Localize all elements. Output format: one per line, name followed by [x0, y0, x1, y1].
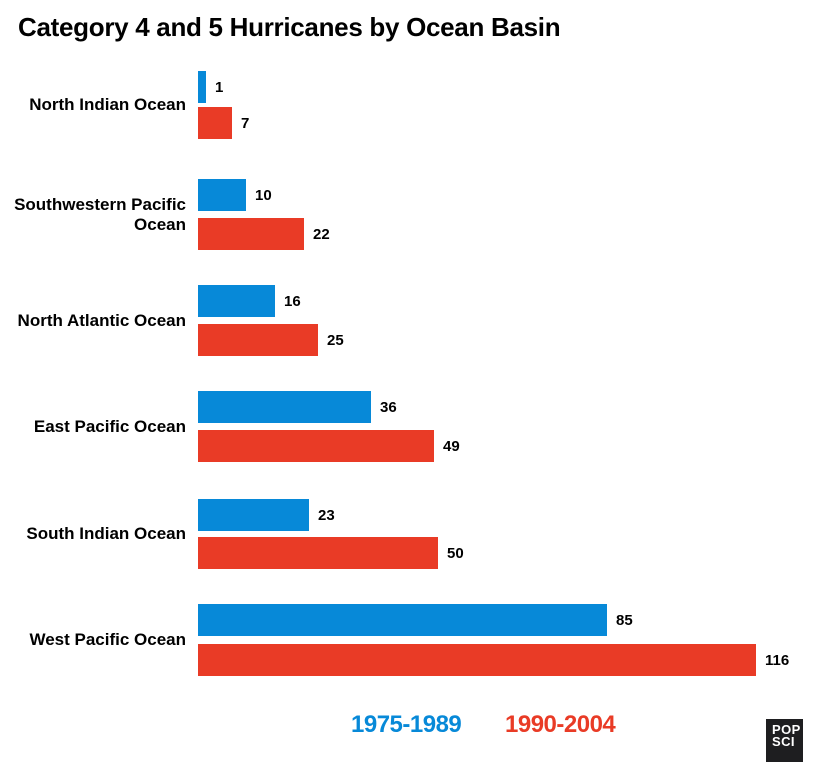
value-label: 116 — [765, 651, 790, 669]
popsci-logo-line1: POP — [772, 722, 801, 737]
legend-item-1990-2004: 1990-2004 — [505, 711, 616, 738]
category-label: North Atlantic Ocean — [17, 310, 186, 330]
category-label: South Indian Ocean — [26, 524, 186, 544]
bar-1990-2004 — [198, 644, 756, 676]
bar-1990-2004 — [198, 430, 434, 462]
value-label: 25 — [327, 331, 344, 349]
value-label: 49 — [443, 437, 460, 455]
value-label: 10 — [255, 186, 272, 204]
value-label: 85 — [616, 611, 633, 629]
value-label: 16 — [284, 292, 301, 310]
bar-1975-1989 — [198, 179, 246, 211]
chart-title: Category 4 and 5 Hurricanes by Ocean Bas… — [18, 12, 561, 42]
value-label: 23 — [318, 506, 335, 524]
category-label: North Indian Ocean — [29, 95, 186, 115]
bar-1990-2004 — [198, 107, 232, 139]
bar-1975-1989 — [198, 499, 309, 531]
bar-1975-1989 — [198, 285, 275, 317]
category-label: East Pacific Ocean — [33, 416, 186, 436]
value-label: 50 — [447, 544, 464, 562]
value-label: 36 — [380, 398, 397, 416]
bar-1990-2004 — [198, 218, 304, 250]
bar-1975-1989 — [198, 604, 607, 636]
bar-1975-1989 — [198, 71, 206, 103]
popsci-logo-line2: SCI — [772, 734, 795, 750]
bar-1975-1989 — [198, 391, 371, 423]
value-label: 22 — [313, 225, 330, 243]
bar-1990-2004 — [198, 537, 438, 569]
legend-item-1975-1989: 1975-1989 — [351, 711, 462, 738]
popsci-logo: POP SCI — [766, 719, 803, 762]
category-label: West Pacific Ocean — [29, 630, 186, 650]
value-label: 7 — [241, 114, 250, 132]
category-label: Southwestern Pacific Ocean — [14, 195, 186, 234]
bar-1990-2004 — [198, 324, 318, 356]
value-label: 1 — [215, 78, 224, 96]
